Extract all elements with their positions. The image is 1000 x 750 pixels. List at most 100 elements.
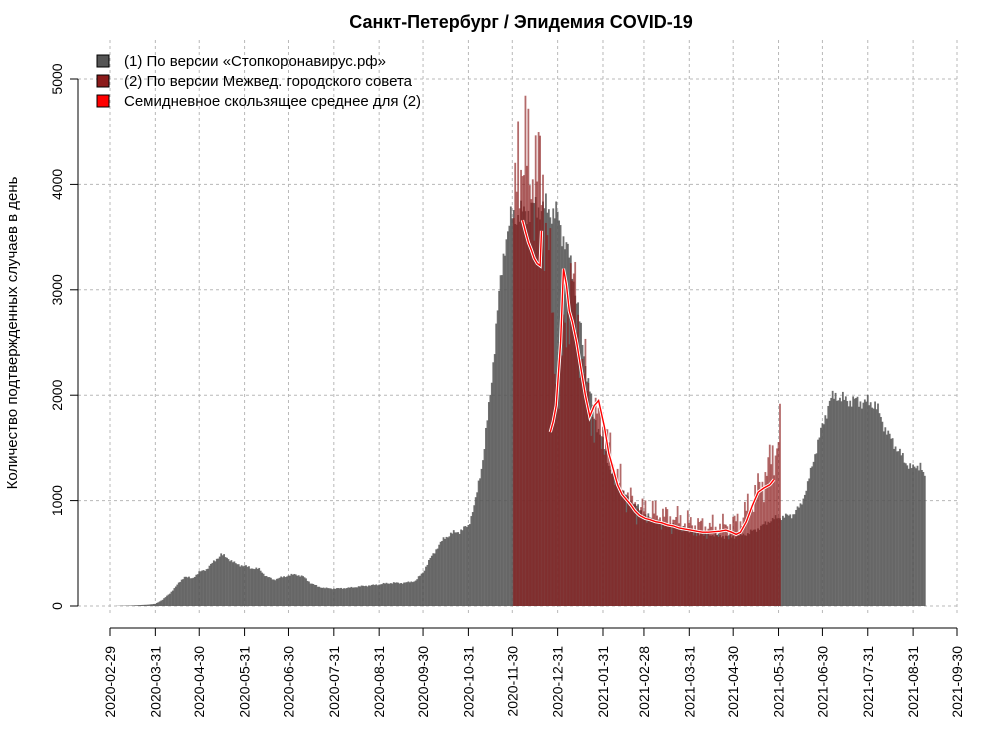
- series-2-bar: [724, 524, 727, 606]
- series-1-bar: [177, 582, 180, 606]
- series-2-bars: [512, 95, 781, 607]
- series-2-bar: [707, 528, 710, 606]
- series-2-bar: [771, 445, 774, 606]
- series-2-bar: [597, 407, 600, 606]
- series-2-bar: [596, 413, 599, 606]
- series-1-bar: [458, 533, 461, 606]
- series-2-bar: [691, 525, 694, 606]
- series-1-bar: [473, 505, 476, 606]
- series-1-bar: [202, 570, 205, 606]
- series-1-bar: [455, 532, 458, 606]
- series-1-bar: [836, 400, 838, 606]
- series-2-bar: [616, 468, 619, 606]
- series-1-bar: [435, 549, 438, 606]
- series-1-bar: [324, 588, 326, 606]
- series-2-bar: [755, 494, 758, 606]
- series-1-bar: [448, 536, 451, 606]
- x-tick-label: 2020-03-31: [147, 646, 163, 718]
- series-1-bar: [253, 569, 256, 606]
- series-1-bar: [786, 514, 789, 606]
- series-1-bar: [783, 517, 786, 606]
- series-1-bar: [246, 566, 249, 606]
- series-1-bar: [780, 520, 783, 606]
- series-1-bar: [801, 504, 803, 606]
- series-2-bar: [711, 514, 714, 606]
- series-2-bar: [585, 390, 588, 606]
- series-1-bar: [429, 557, 432, 606]
- series-1-bar: [490, 382, 493, 606]
- series-1-bar: [900, 455, 903, 606]
- series-1-bar: [387, 583, 389, 606]
- series-1-bar: [344, 588, 347, 606]
- series-1-bar: [875, 409, 878, 606]
- series-1-bar: [843, 399, 846, 606]
- series-1-bar: [157, 602, 160, 606]
- series-1-bar: [305, 578, 307, 606]
- series-1-bar: [414, 580, 417, 606]
- series-2-bar: [779, 403, 781, 606]
- series-2-bar: [732, 516, 735, 606]
- series-1-bar: [198, 571, 201, 606]
- series-1-bar: [789, 514, 792, 606]
- series-2-bar: [749, 507, 752, 606]
- series-2-bar: [751, 507, 754, 606]
- series-1-bar: [817, 439, 819, 606]
- series-1-bar: [152, 603, 155, 606]
- series-2-bar: [637, 508, 639, 606]
- series-1-bar: [302, 576, 304, 606]
- series-2-bar: [564, 322, 566, 606]
- series-1-bar: [419, 575, 422, 606]
- series-1-bar: [493, 354, 496, 606]
- series-2-bar: [542, 174, 544, 606]
- series-2-bar: [717, 536, 720, 606]
- series-1-bar: [887, 430, 890, 606]
- series-1-bar: [411, 582, 414, 606]
- series-1-bar: [474, 497, 477, 606]
- series-1-bar: [436, 548, 439, 606]
- series-1-bar: [341, 588, 344, 606]
- series-1-bar: [847, 406, 850, 606]
- series-2-bar: [764, 472, 767, 606]
- series-1-bar: [350, 586, 353, 606]
- series-1-bar: [439, 541, 442, 606]
- series-1-bar: [369, 585, 372, 606]
- series-1-bar: [422, 572, 424, 606]
- series-1-bar: [793, 514, 796, 606]
- series-2-bar: [528, 185, 531, 606]
- series-2-bar: [640, 507, 642, 606]
- series-1-bar: [855, 397, 857, 606]
- series-1-bar: [868, 405, 871, 606]
- series-1-bar: [131, 605, 133, 606]
- series-1-bar: [182, 579, 185, 606]
- x-tick-label: 2021-01-31: [595, 646, 611, 718]
- series-2-bar: [770, 464, 773, 606]
- legend-label: (1) По версии «Стопкоронавирус.рф»: [124, 53, 386, 70]
- series-2-bar: [638, 517, 641, 606]
- series-1-bar: [866, 394, 869, 606]
- series-1-bar: [306, 580, 309, 606]
- series-1-bar: [280, 576, 283, 606]
- series-1-bar: [818, 437, 821, 606]
- series-2-bar: [568, 344, 571, 606]
- series-1-bar: [185, 576, 187, 606]
- series-2-bar: [698, 521, 701, 606]
- series-1-bar: [261, 572, 264, 606]
- series-1-bar: [272, 579, 275, 606]
- series-1-bar: [176, 584, 179, 606]
- series-2-bar: [694, 525, 697, 606]
- series-1-bar: [859, 401, 862, 606]
- series-1-bar: [831, 390, 834, 606]
- series-2-bar: [669, 516, 672, 606]
- series-2-bar: [685, 528, 688, 606]
- series-1-bar: [871, 407, 874, 606]
- series-1-bar: [841, 391, 844, 606]
- series-1-bar: [277, 578, 280, 606]
- series-1-bar: [901, 453, 904, 606]
- series-2-bar: [672, 519, 675, 606]
- series-1-bar: [360, 585, 363, 606]
- series-1-bar: [179, 581, 182, 606]
- series-2-bar: [678, 523, 680, 606]
- series-2-bar: [521, 176, 524, 606]
- series-2-bar: [697, 518, 699, 606]
- series-1-bar: [234, 563, 237, 606]
